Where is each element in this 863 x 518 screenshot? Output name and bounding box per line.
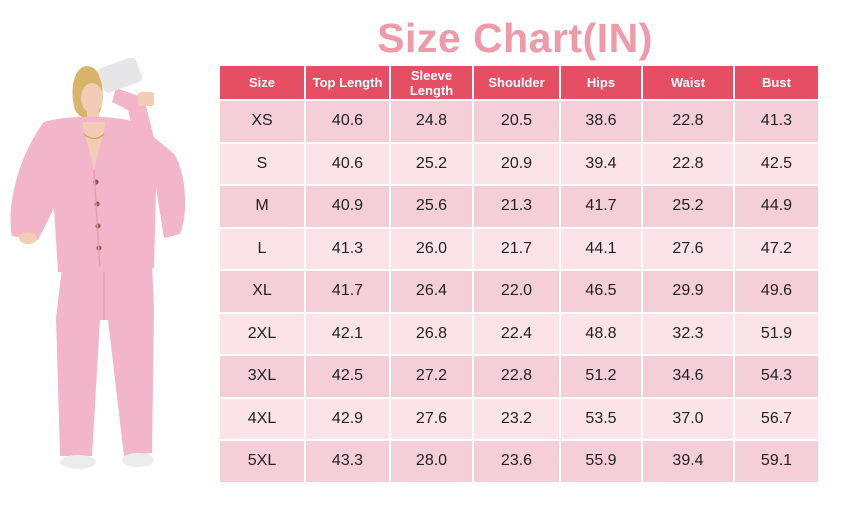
table-header-row: Size Top Length Sleeve Length Shoulder H… [220,66,818,101]
waist-cell: 22.8 [643,143,735,186]
table-row: 4XL 42.9 27.6 23.2 53.5 37.0 56.7 [220,398,818,441]
top-length-cell: 42.1 [306,313,391,356]
table-row: XS 40.6 24.8 20.5 38.6 22.8 41.3 [220,101,818,144]
shoulder-cell: 22.8 [474,356,561,399]
sleeve-length-cell: 25.2 [391,143,474,186]
hips-cell: 38.6 [561,101,643,144]
sleeve-length-cell: 26.8 [391,313,474,356]
top-length-cell: 42.5 [306,356,391,399]
column-header: Top Length [306,66,391,101]
hips-cell: 53.5 [561,398,643,441]
size-cell: S [220,143,306,186]
waist-cell: 37.0 [643,398,735,441]
column-header: Shoulder [474,66,561,101]
table-row: 2XL 42.1 26.8 22.4 48.8 32.3 51.9 [220,313,818,356]
hips-cell: 39.4 [561,143,643,186]
size-chart-table: Size Top Length Sleeve Length Shoulder H… [220,66,818,484]
column-header: Size [220,66,306,101]
shoulder-cell: 20.5 [474,101,561,144]
table-row: 5XL 43.3 28.0 23.6 55.9 39.4 59.1 [220,441,818,484]
waist-cell: 27.6 [643,228,735,271]
sleeve-length-cell: 28.0 [391,441,474,484]
column-header: Sleeve Length [391,66,474,101]
bust-cell: 42.5 [735,143,818,186]
bust-cell: 51.9 [735,313,818,356]
column-header: Hips [561,66,643,101]
bust-cell: 49.6 [735,271,818,314]
hips-cell: 51.2 [561,356,643,399]
bust-cell: 59.1 [735,441,818,484]
hips-cell: 41.7 [561,186,643,229]
hips-cell: 55.9 [561,441,643,484]
page-title: Size Chart(IN) [377,15,653,61]
shoulder-cell: 23.2 [474,398,561,441]
waist-cell: 22.8 [643,101,735,144]
size-cell: 3XL [220,356,306,399]
shoulder-cell: 23.6 [474,441,561,484]
sleeve-length-cell: 27.6 [391,398,474,441]
bust-cell: 47.2 [735,228,818,271]
top-length-cell: 41.7 [306,271,391,314]
table-row: L 41.3 26.0 21.7 44.1 27.6 47.2 [220,228,818,271]
table-row: M 40.9 25.6 21.3 41.7 25.2 44.9 [220,186,818,229]
top-length-cell: 40.6 [306,101,391,144]
top-length-cell: 41.3 [306,228,391,271]
column-header: Bust [735,66,818,101]
top-length-cell: 40.6 [306,143,391,186]
size-cell: 4XL [220,398,306,441]
shoulder-cell: 22.4 [474,313,561,356]
table-row: S 40.6 25.2 20.9 39.4 22.8 42.5 [220,143,818,186]
size-cell: XL [220,271,306,314]
waist-cell: 25.2 [643,186,735,229]
shoulder-cell: 22.0 [474,271,561,314]
column-header: Waist [643,66,735,101]
waist-cell: 32.3 [643,313,735,356]
bust-cell: 54.3 [735,356,818,399]
shoulder-cell: 21.7 [474,228,561,271]
shoulder-cell: 20.9 [474,143,561,186]
sleeve-length-cell: 27.2 [391,356,474,399]
size-cell: 5XL [220,441,306,484]
top-length-cell: 40.9 [306,186,391,229]
table-row: XL 41.7 26.4 22.0 46.5 29.9 49.6 [220,271,818,314]
size-cell: 2XL [220,313,306,356]
size-cell: M [220,186,306,229]
shoulder-cell: 21.3 [474,186,561,229]
waist-cell: 34.6 [643,356,735,399]
model-photo [10,58,186,469]
hips-cell: 48.8 [561,313,643,356]
waist-cell: 29.9 [643,271,735,314]
bust-cell: 44.9 [735,186,818,229]
bust-cell: 41.3 [735,101,818,144]
size-cell: XS [220,101,306,144]
hips-cell: 44.1 [561,228,643,271]
sleeve-length-cell: 25.6 [391,186,474,229]
hips-cell: 46.5 [561,271,643,314]
top-length-cell: 42.9 [306,398,391,441]
sleeve-length-cell: 24.8 [391,101,474,144]
size-cell: L [220,228,306,271]
waist-cell: 39.4 [643,441,735,484]
top-length-cell: 43.3 [306,441,391,484]
bust-cell: 56.7 [735,398,818,441]
sleeve-length-cell: 26.0 [391,228,474,271]
sleeve-length-cell: 26.4 [391,271,474,314]
table-row: 3XL 42.5 27.2 22.8 51.2 34.6 54.3 [220,356,818,399]
